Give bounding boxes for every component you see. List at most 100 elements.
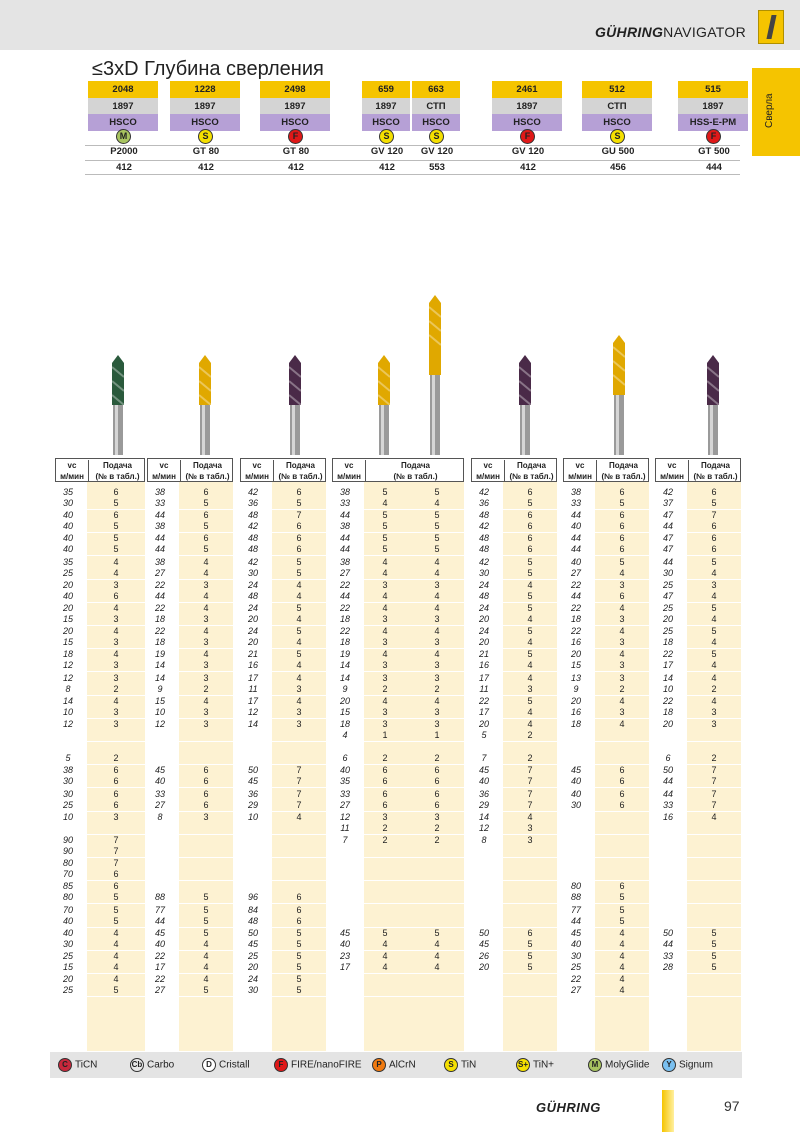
vc-value: 40 bbox=[62, 510, 73, 521]
vc-value: 10 bbox=[247, 811, 258, 822]
feed-value: 6 bbox=[382, 799, 388, 810]
vc-header: vc м/мин bbox=[472, 460, 504, 482]
vc-background bbox=[240, 482, 272, 1051]
vc-value: 45 bbox=[570, 927, 581, 938]
coating-name: GT 80 bbox=[282, 146, 310, 157]
feed-header: Подача (№ в табл.) bbox=[88, 460, 146, 482]
row-separator bbox=[595, 601, 649, 603]
vc-value: 40 bbox=[570, 788, 581, 799]
feed-value: 5 bbox=[711, 938, 717, 949]
vc-value: 44 bbox=[570, 915, 581, 926]
column-header: vc м/мин Подача (№ в табл.) bbox=[332, 458, 464, 482]
feed-value: 5 bbox=[296, 649, 302, 660]
vc-value: 42 bbox=[247, 556, 258, 567]
feed-value: 6 bbox=[203, 487, 209, 497]
feed-value: 2 bbox=[434, 683, 440, 694]
feed-background bbox=[87, 482, 145, 1051]
feed-value: 2 bbox=[113, 683, 119, 694]
feed-value: 7 bbox=[296, 799, 302, 810]
vc-value: 17 bbox=[247, 672, 258, 683]
feed-value: 5 bbox=[113, 985, 119, 996]
vc-value: 23 bbox=[339, 951, 350, 961]
feed-value: 6 bbox=[113, 590, 119, 601]
legend-item: S+ TiN+ bbox=[516, 1058, 554, 1072]
feed-label: Подача bbox=[401, 461, 430, 470]
feed-value: 6 bbox=[619, 521, 625, 532]
row-separator bbox=[179, 880, 233, 882]
vc-value: 50 bbox=[247, 765, 258, 776]
vc-value: 15 bbox=[154, 695, 165, 706]
feed-label: Подача bbox=[609, 461, 638, 470]
feed-value: 6 bbox=[113, 765, 119, 776]
product-std: СТП bbox=[412, 98, 460, 115]
legend-item: C TiCN bbox=[58, 1058, 97, 1072]
table-column: vc м/мин Подача (№ в табл.) 35 6 30 5 40 6 40 5 40 5 4… bbox=[55, 458, 145, 1051]
vc-value: 19 bbox=[339, 649, 350, 660]
feed-value: 4 bbox=[382, 626, 388, 637]
coating-badge: S bbox=[610, 129, 625, 144]
vc-value: 44 bbox=[570, 590, 581, 601]
row-separator bbox=[687, 625, 741, 626]
feed-value: 4 bbox=[434, 695, 440, 706]
feed-value: 4 bbox=[203, 962, 209, 972]
vc-value: 96 bbox=[247, 892, 258, 903]
feed-value: 3 bbox=[382, 672, 388, 683]
legend-label: AlCrN bbox=[389, 1059, 416, 1071]
feed-label: Подача bbox=[701, 461, 730, 470]
feed-value: 3 bbox=[203, 672, 209, 683]
vc-value: 90 bbox=[62, 846, 73, 856]
row-separator bbox=[364, 578, 464, 580]
product-code: 2498 bbox=[260, 81, 330, 98]
vc-unit: м/мин bbox=[660, 472, 684, 481]
vc-value: 20 bbox=[247, 614, 258, 624]
row-separator bbox=[595, 764, 649, 766]
feed-value: 6 bbox=[203, 510, 209, 521]
catalog-page: 412 bbox=[198, 162, 214, 173]
feed-value: 3 bbox=[203, 637, 209, 648]
coating-badge: F bbox=[706, 129, 721, 144]
row-separator bbox=[595, 509, 649, 510]
feed-value: 4 bbox=[296, 672, 302, 683]
row-separator bbox=[272, 578, 326, 580]
feed-value: 4 bbox=[113, 962, 119, 972]
catalog-page: 412 bbox=[116, 162, 132, 173]
feed-value: 4 bbox=[434, 626, 440, 637]
vc-value: 33 bbox=[154, 788, 165, 799]
vc-value: 47 bbox=[662, 533, 673, 544]
feed-value: 3 bbox=[113, 811, 119, 822]
row-separator bbox=[179, 532, 233, 534]
vc-value: 15 bbox=[339, 706, 350, 717]
feed-value: 5 bbox=[619, 904, 625, 915]
feed-sub: (№ в табл.) bbox=[693, 472, 738, 481]
row-separator bbox=[179, 973, 233, 974]
feed-value: 3 bbox=[296, 683, 302, 694]
row-separator bbox=[503, 787, 557, 789]
feed-value: 2 bbox=[382, 822, 388, 833]
vc-value: 10 bbox=[662, 683, 673, 694]
feed-value: 7 bbox=[527, 776, 533, 787]
feed-label: Подача bbox=[193, 461, 222, 470]
side-tab[interactable]: Сверла bbox=[752, 68, 800, 156]
feed-value: 6 bbox=[296, 521, 302, 532]
row-separator bbox=[179, 625, 233, 626]
vc-value: 12 bbox=[247, 706, 258, 717]
vc-value: 24 bbox=[247, 974, 258, 985]
feed-value: 4 bbox=[203, 649, 209, 660]
feed-value: 5 bbox=[434, 510, 440, 521]
feed-value: 4 bbox=[382, 498, 388, 508]
vc-value: 30 bbox=[62, 938, 73, 949]
row-separator bbox=[87, 996, 145, 998]
vc-value: 35 bbox=[62, 556, 73, 567]
vc-value: 33 bbox=[662, 951, 673, 961]
vc-value: 5 bbox=[65, 753, 71, 764]
vc-value: 45 bbox=[570, 765, 581, 776]
vc-value: 38 bbox=[154, 556, 165, 567]
feed-value: 6 bbox=[527, 544, 533, 555]
feed-value: 5 bbox=[434, 544, 440, 555]
footer-brand: GÜHRING bbox=[536, 1100, 601, 1115]
feed-value: 4 bbox=[113, 927, 119, 938]
vc-value: 24 bbox=[247, 579, 258, 590]
row-separator bbox=[595, 996, 649, 998]
vc-label: vc bbox=[667, 461, 677, 470]
feed-value: 3 bbox=[434, 811, 440, 822]
